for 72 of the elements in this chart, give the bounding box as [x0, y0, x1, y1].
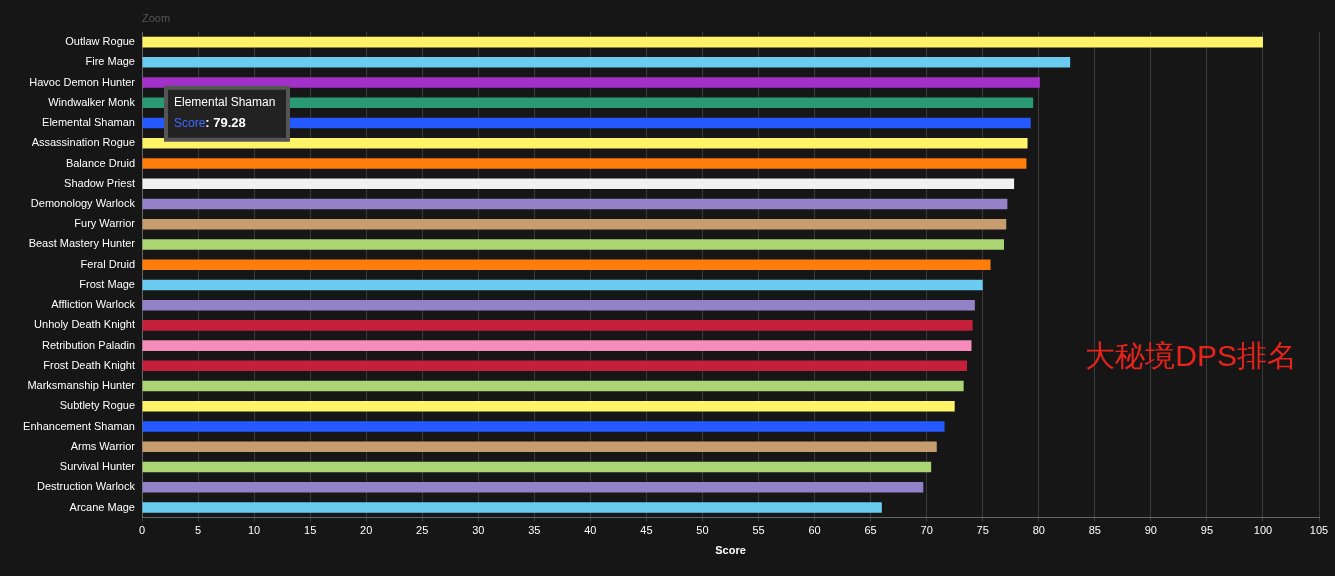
- y-tick-label: Enhancement Shaman: [23, 419, 135, 432]
- y-tick-label: Arcane Mage: [69, 500, 135, 513]
- bar: [142, 57, 1071, 68]
- x-tick-label: 75: [976, 524, 989, 537]
- bar: [142, 178, 1015, 190]
- y-tick-label: Marksmanship Hunter: [27, 379, 136, 392]
- x-axis-title: Score: [715, 544, 746, 557]
- x-tick-label: 100: [1253, 524, 1273, 537]
- y-tick-label: Balance Druid: [65, 156, 135, 169]
- bar: [142, 360, 968, 372]
- x-tick-label: 30: [472, 524, 485, 537]
- bar: [142, 259, 991, 270]
- bar: [142, 380, 964, 392]
- x-tick-label: 40: [584, 524, 597, 537]
- bar: [142, 299, 975, 311]
- y-tick-label: Affliction Warlock: [51, 298, 136, 311]
- y-tick-label: Subtlety Rogue: [59, 399, 135, 412]
- annotation: 大秘境DPS排名: [1085, 338, 1297, 372]
- x-tick-label: 60: [808, 524, 821, 537]
- x-tick-label: 90: [1144, 524, 1157, 537]
- x-tick-label: 55: [752, 524, 765, 537]
- x-tick-label: 50: [696, 524, 709, 537]
- x-tick-label: 0: [138, 524, 146, 537]
- x-tick-label: 25: [416, 524, 429, 537]
- x-tick-label: 45: [640, 524, 653, 537]
- y-tick-label: Arms Warrior: [70, 439, 136, 452]
- y-tick-label: Shadow Priest: [64, 176, 135, 189]
- y-tick-label: Fury Warrior: [74, 217, 136, 230]
- y-tick-label: Retribution Paladin: [42, 338, 135, 351]
- bar: [142, 461, 932, 473]
- bar: [142, 320, 973, 331]
- bar: [142, 421, 945, 432]
- y-tick-label: Frost Mage: [79, 277, 135, 290]
- y-tick-label: Feral Druid: [80, 257, 135, 270]
- x-tick-label: 5: [194, 524, 202, 537]
- y-tick-label: Frost Death Knight: [43, 358, 135, 371]
- x-tick-label: 80: [1032, 524, 1045, 537]
- y-tick-label: Havoc Demon Hunter: [29, 75, 136, 88]
- x-tick-label: 95: [1200, 524, 1214, 537]
- x-tick-label: 85: [1088, 524, 1101, 537]
- y-tick-label: Fire Mage: [85, 55, 135, 68]
- y-tick-label: Assassination Rogue: [31, 136, 135, 149]
- annotation: Elemental Shaman Score: 79.28: [174, 95, 276, 131]
- bar: [142, 77, 1040, 88]
- bar: [142, 481, 924, 493]
- y-tick-label: Windwalker Monk: [48, 95, 136, 108]
- bar: [142, 502, 882, 513]
- bar: [142, 138, 1028, 149]
- bar: [142, 279, 983, 291]
- bar: [142, 218, 1007, 230]
- x-tick-label: 35: [528, 524, 541, 537]
- bar: [142, 36, 1263, 48]
- bar: [142, 239, 1005, 250]
- bar: [142, 340, 972, 351]
- x-tick-label: 10: [247, 524, 261, 537]
- x-tick-label: 20: [360, 524, 373, 537]
- text: Zoom: [142, 11, 171, 24]
- x-tick-label: 70: [920, 524, 933, 537]
- y-tick-label: Survival Hunter: [59, 460, 136, 473]
- x-tick-label: 105: [1309, 524, 1329, 537]
- y-tick-label: Destruction Warlock: [36, 480, 136, 493]
- x-tick-label: 65: [864, 524, 877, 537]
- y-tick-label: Unholy Death Knight: [34, 318, 135, 331]
- bar: [142, 401, 955, 412]
- y-tick-label: Elemental Shaman: [42, 116, 135, 129]
- y-tick-label: Demonology Warlock: [30, 197, 136, 210]
- x-tick-label: 15: [304, 524, 317, 537]
- bar: [142, 158, 1027, 169]
- y-tick-label: Outlaw Rogue: [65, 35, 135, 48]
- y-tick-label: Beast Mastery Hunter: [28, 237, 136, 250]
- bar: [142, 198, 1008, 210]
- bar: [142, 441, 937, 453]
